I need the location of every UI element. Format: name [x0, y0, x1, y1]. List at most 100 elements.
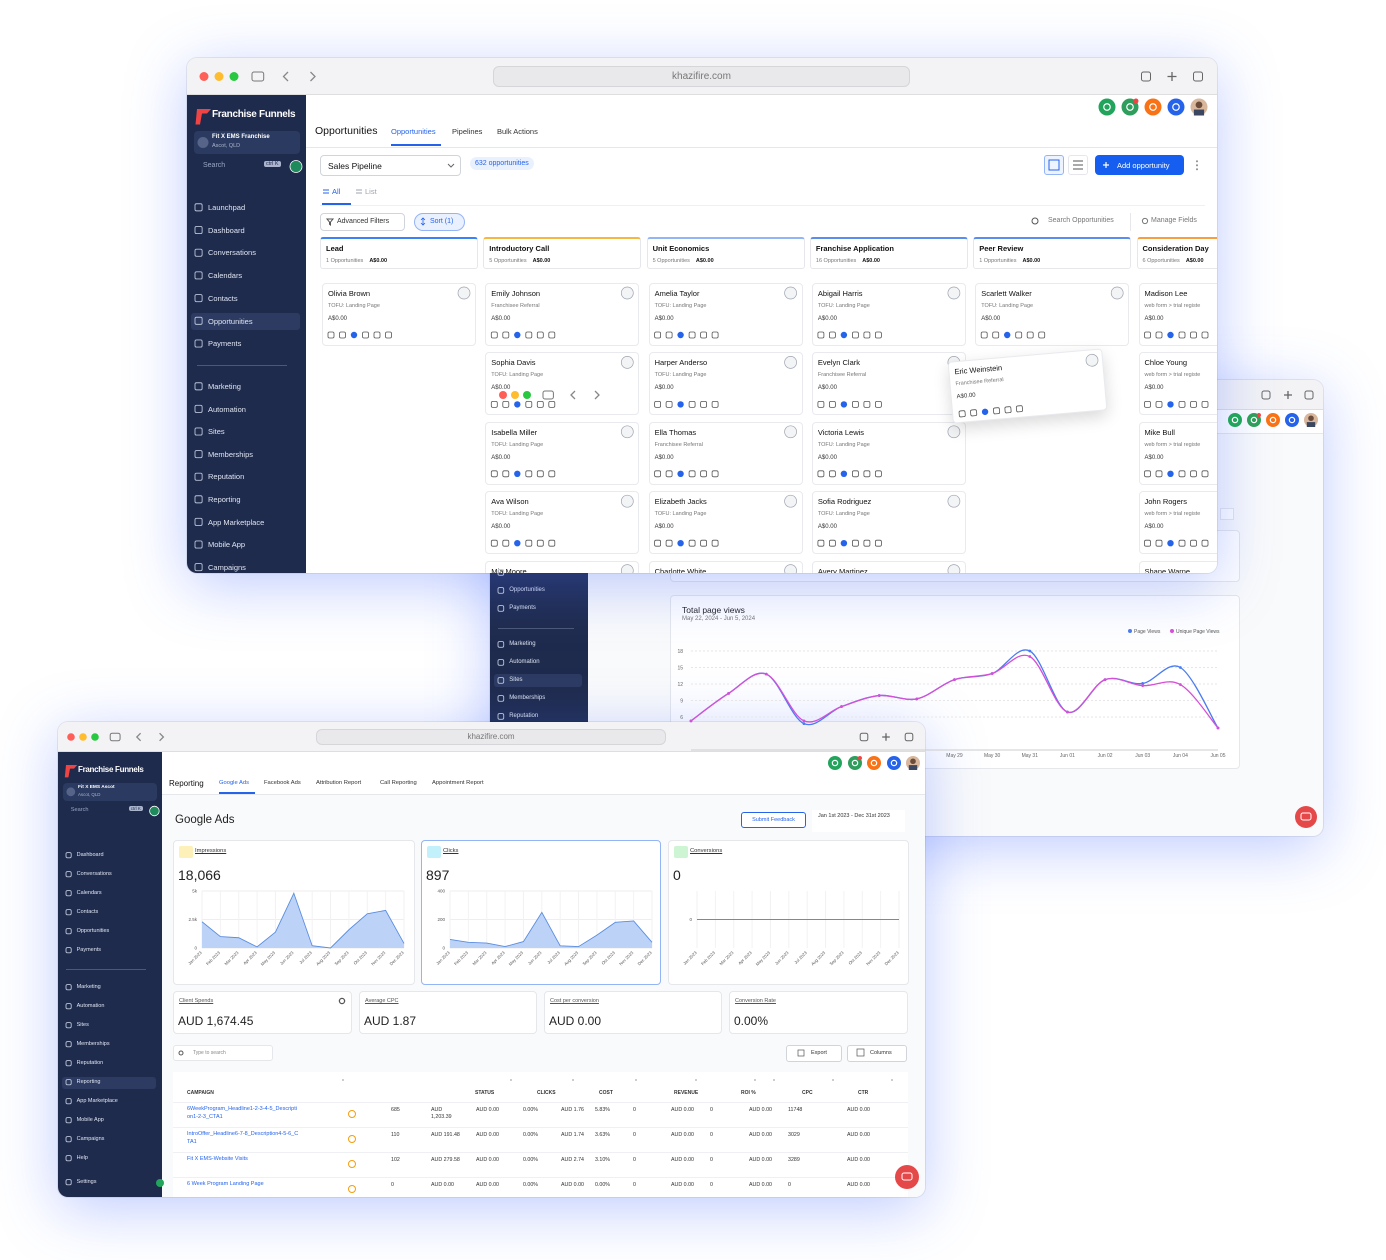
nav-item[interactable]: Marketing — [509, 641, 536, 647]
nav-item[interactable]: Reporting — [76, 1079, 101, 1085]
opportunity-card[interactable]: Evelyn Clark Franchisee Referral A$0.00 — [811, 352, 966, 416]
nav-item[interactable]: Reporting — [208, 495, 241, 504]
nav-item[interactable]: Contacts — [76, 909, 99, 915]
opportunity-card[interactable]: Shane Warne — [1138, 560, 1217, 573]
nav-item[interactable]: Sites — [76, 1022, 89, 1028]
tab[interactable]: Call Reporting — [380, 780, 417, 786]
opportunity-card[interactable]: Olivia Brown TOFU: Landing Page A$0.00 — [322, 283, 476, 346]
account-switcher[interactable] — [194, 131, 300, 154]
sidebar-search[interactable]: Search — [203, 162, 226, 169]
submit-feedback-button[interactable]: Submit Feedback — [741, 812, 806, 828]
nav-item[interactable]: App Marketplace — [208, 517, 265, 527]
export-button[interactable] — [786, 1045, 842, 1062]
url-text[interactable]: khazifire.com — [672, 70, 731, 82]
pipeline-select[interactable] — [320, 155, 461, 176]
nav-item[interactable]: App Marketplace — [76, 1098, 118, 1104]
manage-fields[interactable]: Manage Fields — [1151, 217, 1197, 224]
opportunity-card[interactable]: Harper Anderso TOFU: Landing Page A$0.00 — [648, 352, 803, 416]
nav-item[interactable]: Payments — [76, 947, 102, 953]
opportunity-card[interactable]: Sophia Davis TOFU: Landing Page A$0.00 — [485, 352, 640, 416]
opportunity-card[interactable]: Scarlett Walker TOFU: Landing Page A$0.00 — [975, 283, 1130, 346]
card-name: Avery Martinez — [817, 566, 868, 573]
metric-card[interactable] — [668, 840, 909, 985]
campaign-link[interactable]: Fit X EMS-Website Visits — [187, 1156, 248, 1162]
view-tab[interactable]: List — [365, 187, 377, 196]
address-bar[interactable] — [316, 728, 666, 746]
campaign-link[interactable]: 6WeekProgram_Headline1-2-3-4-5_Descripti… — [187, 1106, 297, 1120]
opportunity-card[interactable]: Ella Thomas Franchisee Referral A$0.00 — [648, 421, 803, 485]
opportunity-card[interactable]: Mike Bull web form > trial registe A$0.00 — [1138, 421, 1217, 485]
nav-item[interactable]: Sites — [509, 677, 523, 683]
opportunity-card[interactable]: Victoria Lewis TOFU: Landing Page A$0.00 — [811, 421, 966, 485]
nav-item[interactable]: Mobile App — [76, 1117, 104, 1123]
nav-item[interactable]: Reputation — [208, 472, 245, 482]
nav-item[interactable]: Marketing — [76, 984, 101, 990]
nav-item[interactable]: Calendars — [76, 890, 102, 896]
nav-item[interactable]: Payments — [208, 339, 242, 349]
account-switcher[interactable] — [63, 782, 157, 801]
nav-item[interactable]: Launchpad — [208, 203, 246, 212]
opportunity-card[interactable]: Chloe Young web form > trial registe A$0.0… — [1138, 352, 1217, 416]
tab[interactable]: Opportunities — [391, 127, 436, 136]
nav-item[interactable]: Reputation — [76, 1060, 104, 1066]
nav-item[interactable]: Reputation — [509, 713, 539, 719]
tab[interactable]: Appointment Report — [432, 780, 484, 786]
opportunity-card[interactable]: John Rogers web form > trial registe A$0.0… — [1138, 491, 1217, 555]
tab[interactable]: Attribution Report — [316, 780, 362, 786]
nav-item[interactable]: Sites — [208, 427, 225, 437]
nav-item[interactable]: Conversations — [208, 248, 256, 258]
opportunity-card[interactable]: Amelia Taylor TOFU: Landing Page A$0.00 — [648, 283, 803, 346]
view-tab[interactable]: All — [332, 187, 341, 196]
nav-item[interactable]: Opportunities — [509, 587, 545, 593]
nav-item[interactable]: Opportunities — [208, 316, 253, 326]
nav-item[interactable]: Settings — [76, 1179, 97, 1185]
opportunity-card[interactable]: Ava Wilson TOFU: Landing Page A$0.00 — [485, 491, 640, 555]
nav-item[interactable]: Payments — [509, 605, 536, 611]
opportunity-card[interactable]: Sofia Rodriguez TOFU: Landing Page A$0.00 — [811, 491, 966, 555]
nav-item[interactable]: Opportunities — [76, 928, 110, 934]
opportunity-card[interactable]: Charlotte White — [648, 560, 803, 573]
table-search[interactable] — [173, 1045, 273, 1061]
board-view-toggle[interactable] — [1044, 155, 1064, 175]
nav-item[interactable]: Calendars — [208, 271, 243, 281]
campaign-link[interactable]: IntroOffer_Headline6-7-8_Description4-5-… — [187, 1131, 299, 1145]
tab[interactable]: Pipelines — [452, 127, 483, 136]
nav-item[interactable]: Memberships — [509, 695, 546, 701]
opportunity-card[interactable]: Elizabeth Jacks TOFU: Landing Page A$0.00 — [648, 491, 803, 555]
tab[interactable]: Facebook Ads — [264, 780, 301, 786]
search-opportunities[interactable] — [1025, 213, 1131, 231]
opportunity-card[interactable]: Avery Martinez — [811, 560, 966, 573]
opportunity-card[interactable]: Madison Lee web form > trial registe A$0.0… — [1138, 283, 1217, 346]
nav-item[interactable]: Help — [76, 1155, 88, 1161]
nav-item[interactable]: Memberships — [76, 1041, 110, 1047]
tab[interactable]: Bulk Actions — [497, 127, 538, 136]
opportunity-card[interactable]: Isabella Miller TOFU: Landing Page A$0.00 — [485, 421, 640, 485]
nav-item[interactable]: Campaigns — [208, 562, 246, 572]
tab[interactable]: Google Ads — [219, 780, 249, 786]
nav-item[interactable]: Automation — [509, 659, 540, 665]
date-range-picker[interactable]: Jan 1st 2023 - Dec 31st 2023 — [812, 810, 905, 832]
nav-item[interactable]: Memberships — [208, 449, 254, 459]
nav-item[interactable]: Automation — [76, 1003, 105, 1009]
address-bar[interactable] — [493, 66, 910, 87]
list-view-toggle[interactable] — [1068, 155, 1088, 175]
advanced-filters-button[interactable] — [320, 213, 405, 231]
opportunity-card[interactable]: Abigail Harris TOFU: Landing Page A$0.00 — [811, 283, 966, 346]
nav-item[interactable]: Contacts — [208, 293, 238, 303]
sidebar-search[interactable]: Search — [70, 807, 89, 814]
nav-item[interactable]: Automation — [208, 404, 246, 414]
sort-button[interactable] — [414, 213, 465, 231]
opportunity-card[interactable]: Emily Johnson Franchisee Referral A$0.00 — [485, 283, 640, 346]
opportunity-card[interactable]: Mia Moore — [485, 560, 640, 573]
metric-card[interactable] — [173, 840, 415, 985]
nav-item[interactable]: Mobile App — [208, 540, 246, 550]
nav-item[interactable]: Conversations — [76, 871, 112, 877]
add-opportunity-button[interactable] — [1095, 155, 1184, 175]
nav-item[interactable]: Campaigns — [76, 1136, 105, 1142]
metric-card[interactable] — [421, 840, 661, 985]
nav-item[interactable]: Dashboard — [76, 852, 104, 858]
nav-item[interactable]: Dashboard — [208, 225, 245, 235]
url-text[interactable]: khazifire.com — [467, 732, 515, 742]
campaign-link[interactable]: 6 Week Program Landing Page — [187, 1181, 264, 1187]
nav-item[interactable]: Marketing — [208, 382, 241, 391]
